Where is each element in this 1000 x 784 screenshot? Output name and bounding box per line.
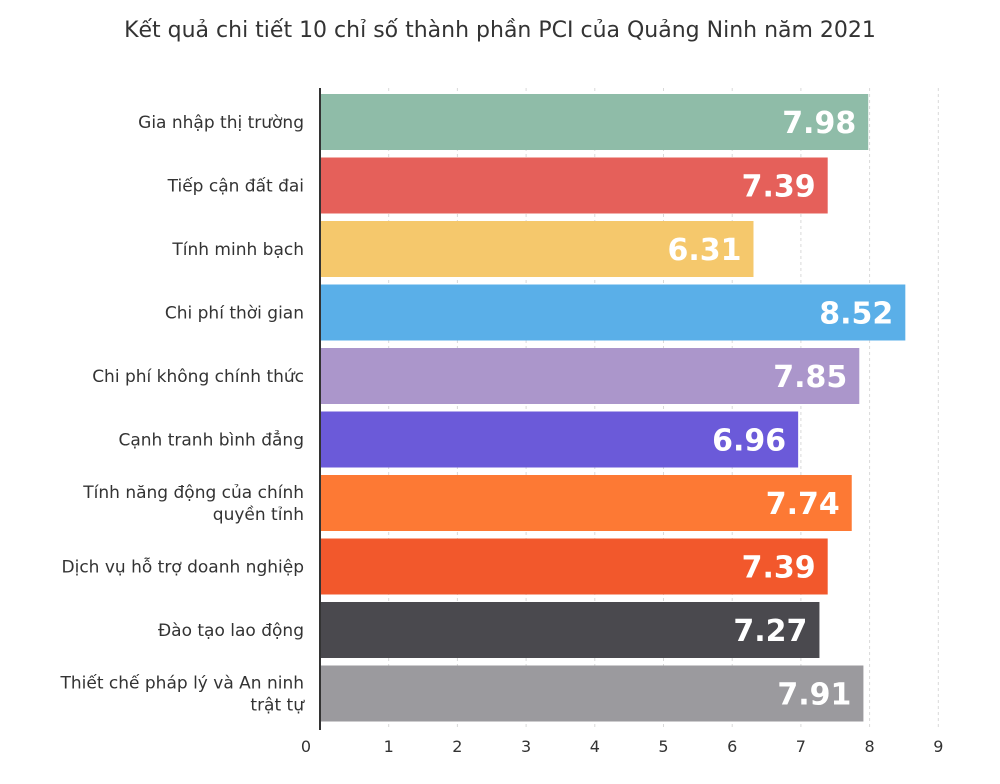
data-label-2: 7.39: [742, 170, 816, 205]
category-label-9: Đào tạo lao động: [158, 621, 304, 641]
data-label-1: 7.98: [782, 106, 856, 141]
x-tick-label-6: 6: [727, 737, 737, 756]
bar-8: [321, 538, 828, 595]
bar-7: [321, 475, 852, 531]
x-tick-label-0: 0: [301, 737, 311, 756]
category-label-4: Chi phí thời gian: [165, 304, 304, 324]
data-label-5: 7.85: [773, 360, 847, 395]
data-label-3: 6.31: [667, 233, 741, 268]
data-label-4: 8.52: [819, 297, 893, 332]
bar-6: [321, 411, 799, 468]
category-label-6: Cạnh tranh bình đẳng: [118, 430, 304, 451]
data-label-6: 6.96: [712, 424, 786, 459]
x-tick-label-8: 8: [865, 737, 875, 756]
bar-3: [321, 221, 754, 277]
category-label-5: Chi phí không chính thức: [92, 367, 304, 387]
x-tick-label-5: 5: [658, 737, 668, 756]
x-tick-label-2: 2: [452, 737, 462, 756]
category-label-10-line-1: Thiết chế pháp lý và An ninh: [60, 673, 305, 694]
x-tick-label-1: 1: [384, 737, 394, 756]
x-tick-label-3: 3: [521, 737, 531, 756]
x-tick-label-9: 9: [933, 737, 943, 756]
bar-1: [321, 94, 869, 150]
labels: 0 1 2 3 4 5 6 7 8 9 7.98 Gia nhập thị trường 7.39 Tiế…: [60, 106, 944, 756]
data-label-8: 7.39: [742, 551, 816, 586]
category-label-1: Gia nhập thị trường: [138, 113, 304, 133]
category-label-8: Dịch vụ hỗ trợ doanh nghiệp: [62, 557, 305, 578]
bar-2: [321, 157, 828, 214]
bar-5: [321, 348, 860, 404]
bar-4: [321, 284, 906, 341]
category-label-2: Tiếp cận đất đai: [167, 176, 304, 197]
category-label-3: Tính minh bạch: [171, 240, 304, 260]
chart-title: Kết quả chi tiết 10 chỉ số thành phần PC…: [124, 18, 876, 43]
category-label-7-line-2: quyền tỉnh: [213, 504, 304, 525]
x-tick-label-4: 4: [590, 737, 600, 756]
data-label-7: 7.74: [766, 487, 840, 522]
x-tick-label-7: 7: [796, 737, 806, 756]
category-label-7-line-1: Tính năng động của chính: [82, 483, 304, 503]
category-label-10-line-2: trật tự: [250, 696, 305, 716]
data-label-10: 7.91: [777, 678, 851, 713]
bar-10: [321, 665, 864, 722]
data-label-9: 7.27: [733, 614, 807, 649]
bar-9: [321, 602, 820, 658]
bars: [321, 94, 906, 722]
